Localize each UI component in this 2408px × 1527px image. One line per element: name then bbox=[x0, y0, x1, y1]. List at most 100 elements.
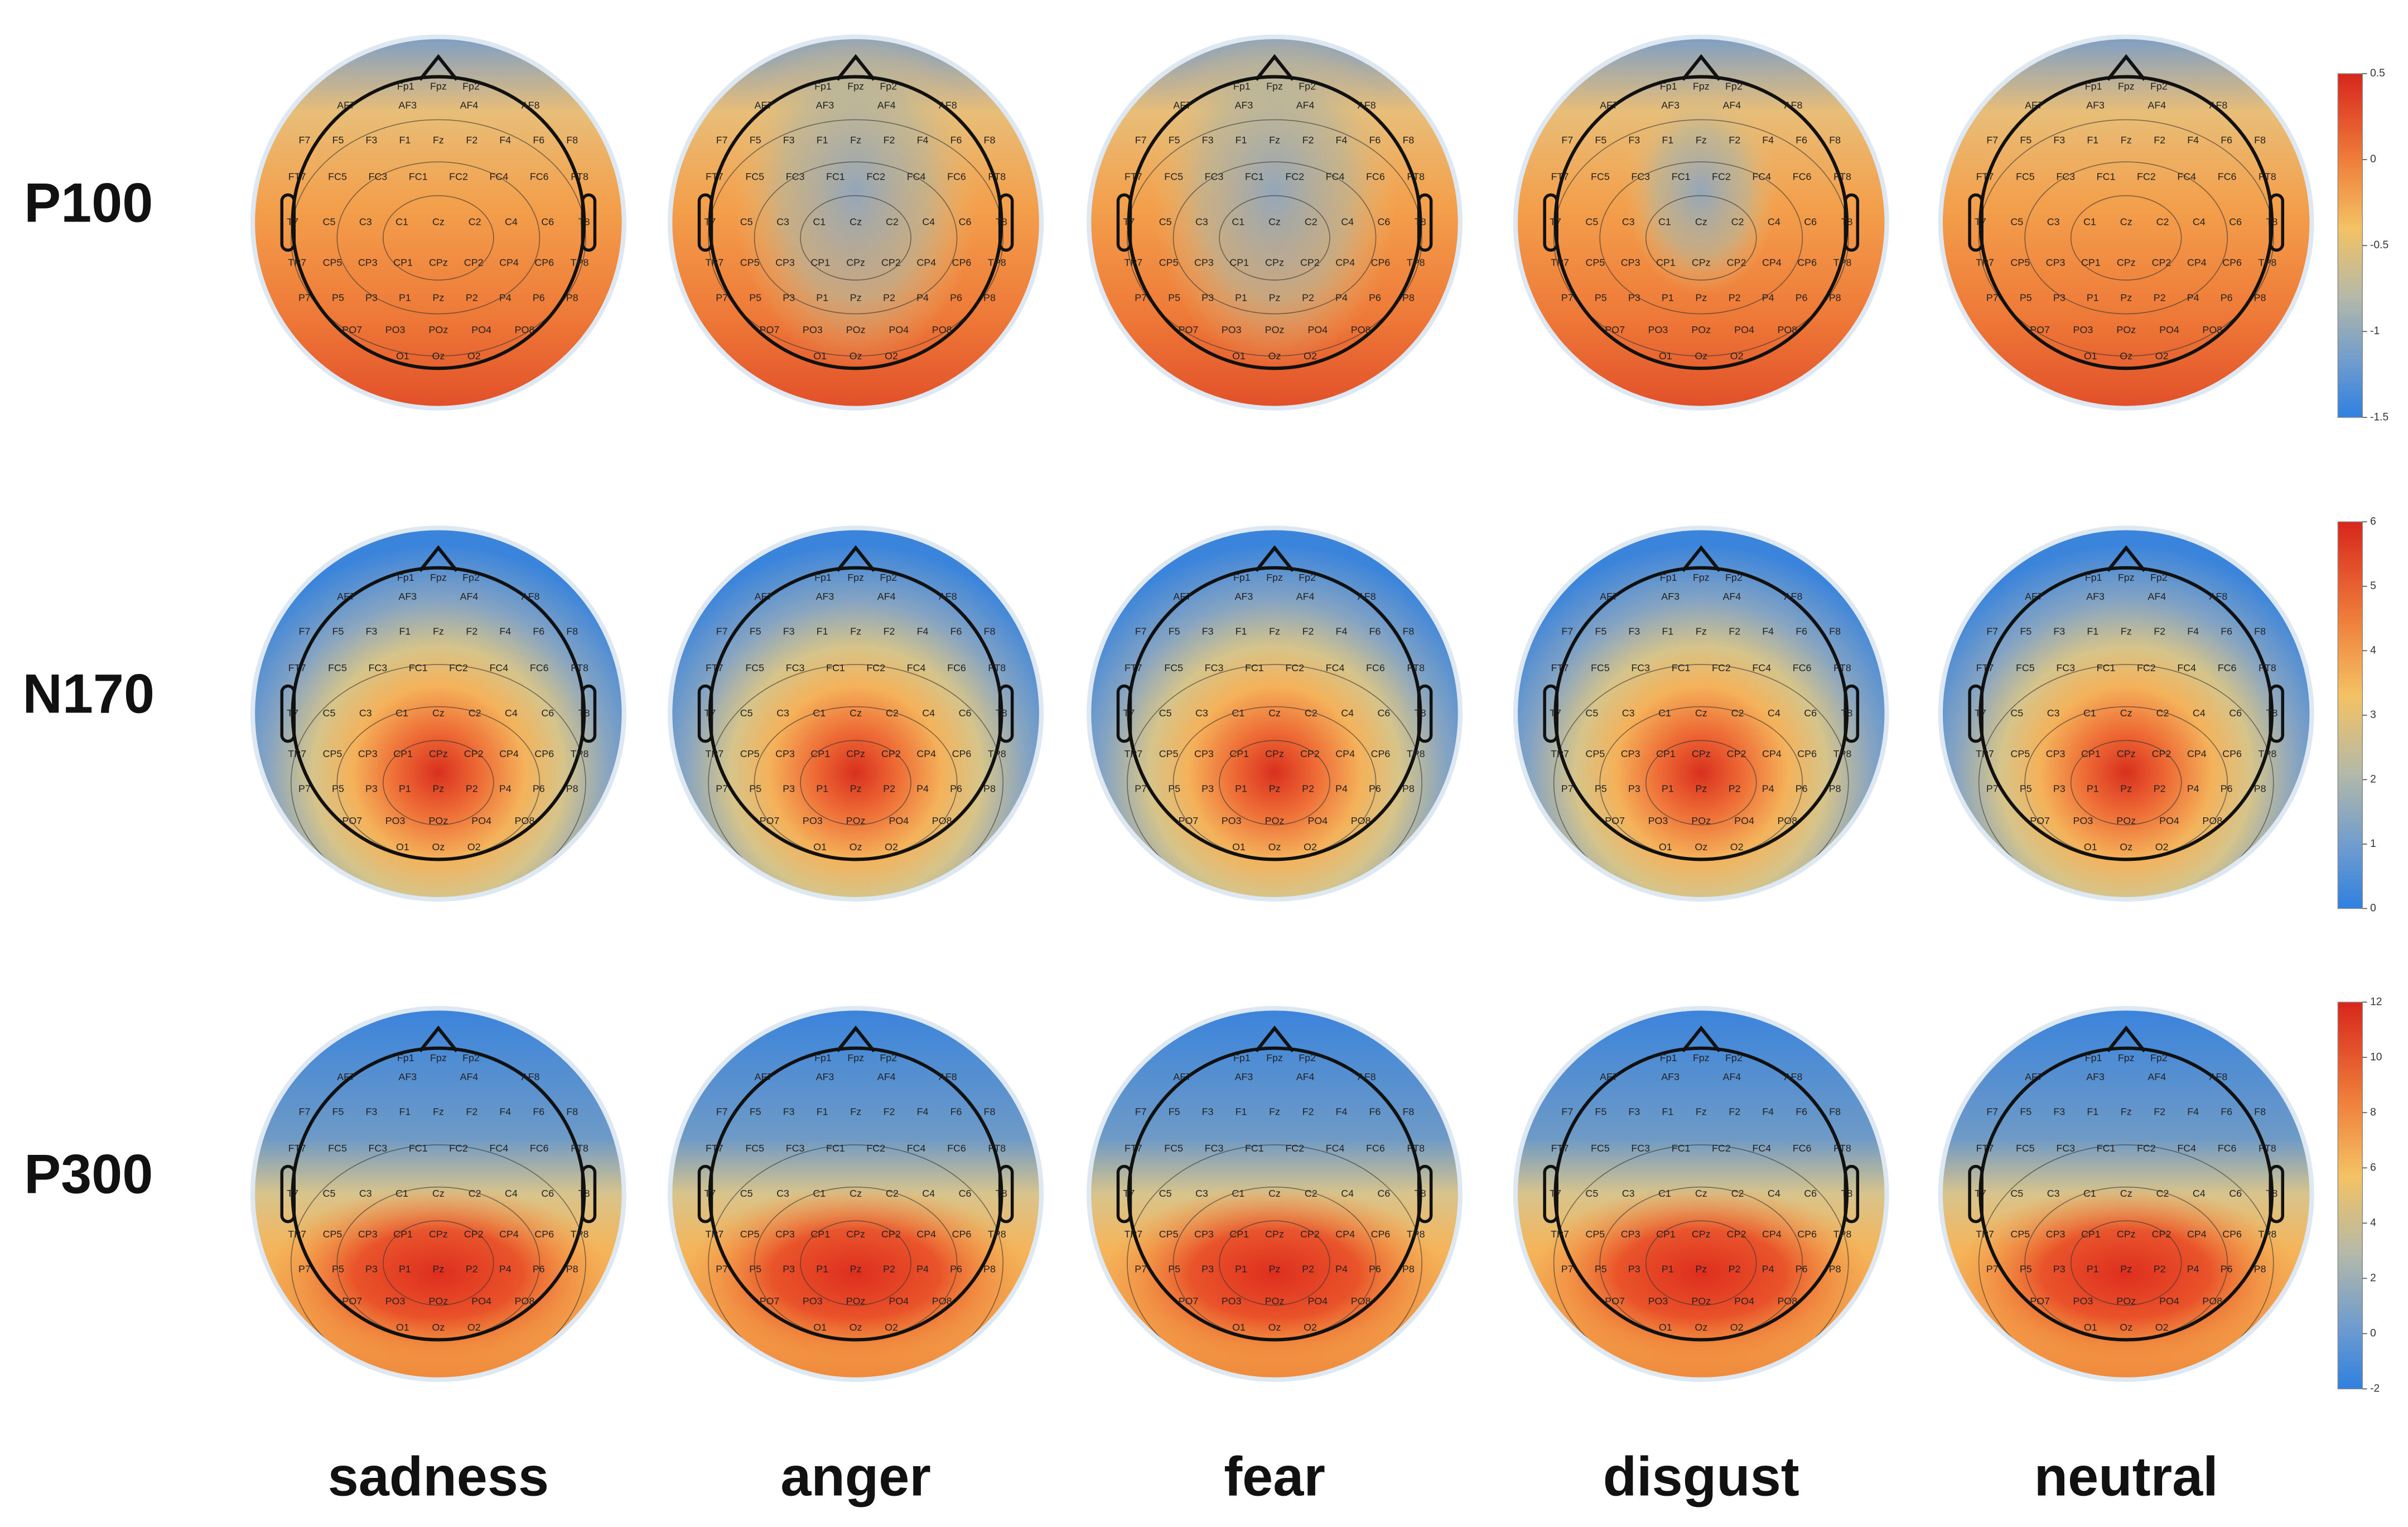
electrode-label: Oz bbox=[1695, 350, 1707, 362]
electrode-label: AF8 bbox=[1358, 1071, 1376, 1082]
electrode-label: CP4 bbox=[499, 257, 519, 268]
electrode-label: C6 bbox=[2229, 216, 2242, 228]
electrode-label: Fp2 bbox=[1299, 1052, 1316, 1063]
electrode-label: F6 bbox=[1369, 1106, 1381, 1117]
electrode-label: O1 bbox=[396, 1322, 409, 1333]
electrode-label: P7 bbox=[298, 1264, 311, 1275]
electrode-label: FC2 bbox=[2137, 662, 2156, 673]
electrode-label: Cz bbox=[1268, 216, 1281, 228]
topomap: Fp1 Fpz Fp2 AF7 AF3 AF4 AF8 F7 F5 F3 F1 Fz F2 F4 F6 F8 F… bbox=[668, 34, 1044, 411]
electrode-label: T7 bbox=[287, 1188, 298, 1199]
electrode-label: P5 bbox=[1168, 1264, 1180, 1275]
electrode-label: F8 bbox=[1403, 1106, 1415, 1117]
electrode-label: Fp2 bbox=[2150, 81, 2168, 92]
electrode-label: P1 bbox=[1235, 783, 1247, 794]
electrode-label: FC6 bbox=[2218, 171, 2237, 182]
electrode-label: Fpz bbox=[1266, 572, 1283, 583]
map-rim bbox=[1938, 1006, 2314, 1383]
electrode-label: P5 bbox=[2020, 783, 2032, 794]
electrode-label: C5 bbox=[1159, 216, 1172, 228]
electrode-label: P5 bbox=[1595, 1264, 1607, 1275]
electrode-label: FT7 bbox=[706, 662, 723, 673]
map-rim bbox=[1513, 526, 1889, 902]
electrode-label: FC6 bbox=[530, 171, 549, 182]
electrode-label: PO7 bbox=[1179, 1295, 1199, 1307]
electrode-label: C1 bbox=[2083, 1188, 2096, 1199]
electrode-label: CP3 bbox=[1194, 257, 1214, 268]
electrode-label: FC2 bbox=[1712, 171, 1731, 182]
electrode-label: TP7 bbox=[1976, 257, 1994, 268]
electrode-label: P8 bbox=[566, 1264, 578, 1275]
electrode-label: PO3 bbox=[803, 324, 823, 335]
column-label: anger bbox=[780, 1446, 931, 1507]
electrode-label: CP6 bbox=[1371, 748, 1391, 759]
electrode-label: F8 bbox=[1403, 625, 1415, 637]
nose bbox=[1254, 545, 1295, 572]
electrode-label: FT8 bbox=[571, 1143, 588, 1154]
electrode-label: POz bbox=[2116, 324, 2136, 335]
nose bbox=[1681, 545, 1721, 572]
electrode-label: C2 bbox=[2156, 707, 2169, 719]
electrode-label: CP4 bbox=[2187, 257, 2207, 268]
electrode-label: Fpz bbox=[430, 81, 447, 92]
ear-left bbox=[1968, 1164, 1984, 1223]
electrode-label: P1 bbox=[816, 783, 828, 794]
electrode-label: TP7 bbox=[1124, 748, 1142, 759]
electrode-label: C4 bbox=[2193, 216, 2206, 228]
electrode-label: P6 bbox=[1369, 1264, 1381, 1275]
topomap-fill bbox=[671, 1009, 1040, 1379]
electrode-label: F1 bbox=[1236, 625, 1247, 637]
electrode-label: FT8 bbox=[2259, 662, 2276, 673]
electrode-label: Fp1 bbox=[397, 81, 414, 92]
electrode-label: Cz bbox=[432, 216, 445, 228]
electrode-label: Cz bbox=[2120, 216, 2132, 228]
electrode-label: TP7 bbox=[1551, 257, 1569, 268]
electrode-label: PO8 bbox=[515, 324, 535, 335]
topomap: Fp1 Fpz Fp2 AF7 AF3 AF4 AF8 F7 F5 F3 F1 Fz F2 F4 F6 F8 F… bbox=[668, 1006, 1044, 1383]
electrode-label: FC4 bbox=[907, 171, 926, 182]
electrode-label: F7 bbox=[1135, 1106, 1147, 1117]
electrode-label: FC5 bbox=[328, 171, 347, 182]
electrode-label: P2 bbox=[1302, 1264, 1314, 1275]
electrode-label: C2 bbox=[2156, 216, 2169, 228]
electrode-label: PO7 bbox=[1605, 324, 1625, 335]
electrode-label: CP2 bbox=[881, 257, 901, 268]
electrode-label: F2 bbox=[1302, 625, 1314, 637]
electrode-label: FC3 bbox=[368, 171, 387, 182]
electrode-label: PO7 bbox=[342, 324, 362, 335]
electrode-label: Fz bbox=[2121, 134, 2132, 146]
electrode-label: Fpz bbox=[2118, 572, 2135, 583]
electrode-label: PO4 bbox=[889, 1295, 909, 1307]
electrode-label: FC5 bbox=[328, 1143, 347, 1154]
electrode-label: Fpz bbox=[1693, 1052, 1710, 1063]
contour bbox=[1127, 119, 1422, 357]
electrode-label: Fz bbox=[1696, 134, 1707, 146]
electrode-label: P8 bbox=[1402, 292, 1415, 303]
electrode-label: AF4 bbox=[877, 100, 896, 111]
electrode-label: F7 bbox=[1561, 1106, 1573, 1117]
electrode-label: P8 bbox=[2254, 292, 2266, 303]
electrode-label: P6 bbox=[2221, 292, 2233, 303]
electrode-label: CP1 bbox=[393, 748, 413, 759]
electrode-label: P7 bbox=[298, 292, 311, 303]
electrode-label: C1 bbox=[395, 216, 408, 228]
electrode-label: AF8 bbox=[939, 100, 957, 111]
electrode-label: FC3 bbox=[786, 1143, 805, 1154]
electrode-label: P6 bbox=[533, 292, 545, 303]
electrode-label: Fz bbox=[2121, 1106, 2132, 1117]
map-rim bbox=[1087, 1006, 1463, 1383]
electrode-label: P3 bbox=[1201, 292, 1214, 303]
electrode-label: FC4 bbox=[2177, 171, 2196, 182]
nose bbox=[2106, 54, 2146, 81]
electrode-label: P4 bbox=[1335, 292, 1348, 303]
field-hot bbox=[1957, 1184, 2295, 1363]
electrode-label: C2 bbox=[1305, 707, 1318, 719]
electrode-label: Pz bbox=[850, 292, 862, 303]
electrode-label: C6 bbox=[959, 216, 972, 228]
electrode-label: FC6 bbox=[1793, 1143, 1812, 1154]
electrode-label: Oz bbox=[432, 841, 445, 852]
field bbox=[1090, 529, 1459, 898]
electrode-label: Pz bbox=[1695, 1264, 1707, 1275]
electrode-label: O2 bbox=[1730, 350, 1744, 362]
